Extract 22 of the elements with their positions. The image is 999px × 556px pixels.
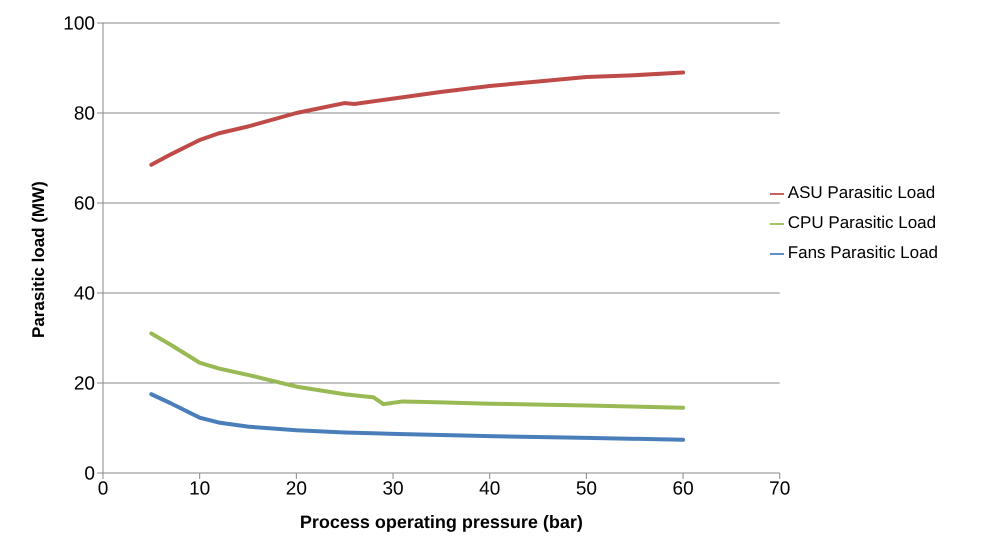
x-tick-label: 60	[672, 478, 694, 500]
legend-label: ASU Parasitic Load	[788, 183, 936, 202]
y-tick-label: 0	[84, 464, 95, 485]
x-tick-label: 30	[382, 478, 404, 500]
x-tick-label: 20	[286, 478, 307, 500]
x-tick-label: 50	[576, 478, 597, 500]
x-tick-label: 10	[189, 478, 210, 500]
y-tick-label: 40	[74, 284, 95, 305]
y-axis-title: Parasitic load (MW)	[29, 181, 48, 338]
y-tick-label: 60	[74, 194, 95, 215]
y-tick-label: 80	[74, 104, 95, 125]
x-tick-label: 0	[98, 478, 108, 500]
legend-label: CPU Parasitic Load	[788, 213, 936, 232]
legend-label: Fans Parasitic Load	[788, 243, 938, 262]
line-series	[149, 332, 686, 410]
line-series	[149, 392, 686, 442]
y-tick-label: 100	[63, 14, 95, 35]
x-tick-label: 40	[479, 478, 500, 500]
y-tick-label: 20	[74, 374, 95, 395]
line-series	[149, 70, 686, 167]
x-tick-label: 70	[769, 478, 790, 500]
x-axis-title: Process operating pressure (bar)	[300, 512, 583, 532]
